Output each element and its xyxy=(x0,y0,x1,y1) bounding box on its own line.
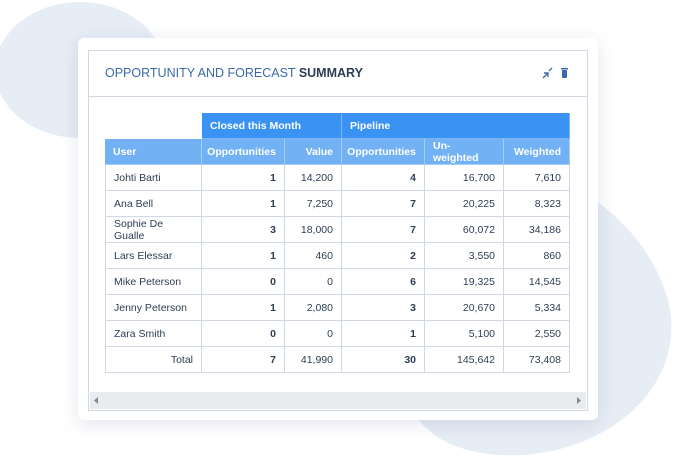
table-cell: Sophie De Gualle xyxy=(105,217,202,243)
widget-title: OPPORTUNITY AND FORECAST SUMMARY xyxy=(105,66,363,80)
table-cell: 0 xyxy=(285,269,342,295)
total-cell: 30 xyxy=(342,347,425,373)
title-emphasis: SUMMARY xyxy=(298,66,363,80)
collapse-icon[interactable] xyxy=(542,67,553,79)
total-cell: 145,642 xyxy=(425,347,504,373)
table-cell: 7 xyxy=(342,191,425,217)
total-cell: 73,408 xyxy=(504,347,570,373)
table-cell: Johti Barti xyxy=(105,165,202,191)
table-cell: Lars Elessar xyxy=(105,243,202,269)
column-header: Opportunities xyxy=(202,139,285,165)
group-header: Pipeline xyxy=(342,113,570,139)
table-cell: Ana Bell xyxy=(105,191,202,217)
table-cell: 20,670 xyxy=(425,295,504,321)
table-cell: 1 xyxy=(202,191,285,217)
column-header: Un-weighted xyxy=(425,139,504,165)
table-cell: 1 xyxy=(202,165,285,191)
table-cell: 1 xyxy=(342,321,425,347)
table-cell: 3,550 xyxy=(425,243,504,269)
scroll-arrows xyxy=(94,397,581,404)
widget-header: OPPORTUNITY AND FORECAST SUMMARY xyxy=(89,51,587,97)
scrollbar[interactable] xyxy=(90,392,586,409)
column-header: Value xyxy=(285,139,342,165)
column-header: Weighted xyxy=(504,139,570,165)
table-cell: Zara Smith xyxy=(105,321,202,347)
table-cell: 0 xyxy=(202,269,285,295)
table-cell: 2,080 xyxy=(285,295,342,321)
table-cell: 60,072 xyxy=(425,217,504,243)
table-cell: 3 xyxy=(202,217,285,243)
column-header: User xyxy=(105,139,202,165)
table-cell: 14,545 xyxy=(504,269,570,295)
header-icons xyxy=(542,67,568,79)
title-text: OPPORTUNITY AND FORECAST xyxy=(105,66,296,80)
table-cell: 1 xyxy=(202,243,285,269)
table-cell: 3 xyxy=(342,295,425,321)
total-cell: 41,990 xyxy=(285,347,342,373)
table-cell: 16,700 xyxy=(425,165,504,191)
table-cell: 7 xyxy=(342,217,425,243)
table-cell: Mike Peterson xyxy=(105,269,202,295)
total-cell: Total xyxy=(105,347,202,373)
table-cell: 14,200 xyxy=(285,165,342,191)
table-cell: 18,000 xyxy=(285,217,342,243)
table-cell: 5,334 xyxy=(504,295,570,321)
table-cell: 6 xyxy=(342,269,425,295)
total-cell: 7 xyxy=(202,347,285,373)
table-cell: 1 xyxy=(202,295,285,321)
table: Closed this Month Pipeline User Opportuniti… xyxy=(105,113,571,376)
column-header: Opportunities xyxy=(342,139,425,165)
table-cell: 0 xyxy=(285,321,342,347)
table-cell: Jenny Peterson xyxy=(105,295,202,321)
table-cell: 34,186 xyxy=(504,217,570,243)
table-cell: 2 xyxy=(342,243,425,269)
widget: OPPORTUNITY AND FORECAST SUMMARY Closed … xyxy=(88,50,588,411)
table-cell: 8,323 xyxy=(504,191,570,217)
table-cell: 0 xyxy=(202,321,285,347)
delete-icon[interactable] xyxy=(561,68,568,78)
table-cell: 7,250 xyxy=(285,191,342,217)
table-cell: 7,610 xyxy=(504,165,570,191)
table-cell: 2,550 xyxy=(504,321,570,347)
group-header: Closed this Month xyxy=(202,113,342,139)
table-cell: 460 xyxy=(285,243,342,269)
table-cell: 19,325 xyxy=(425,269,504,295)
table-cell: 4 xyxy=(342,165,425,191)
table-cell: 5,100 xyxy=(425,321,504,347)
table-cell: 860 xyxy=(504,243,570,269)
table-cell: 20,225 xyxy=(425,191,504,217)
